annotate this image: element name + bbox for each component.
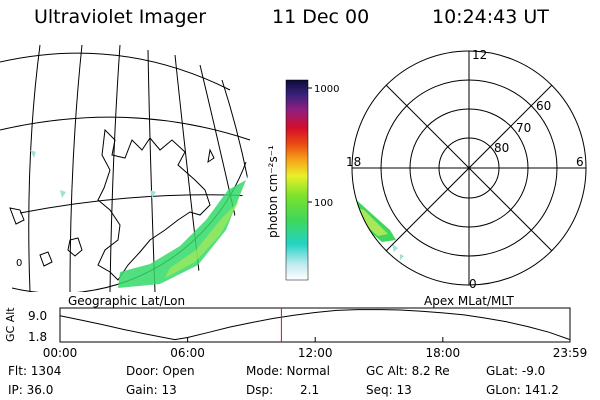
colorbar-gradient — [285, 79, 309, 281]
mode-status: Mode: Normal — [246, 364, 330, 378]
date-label: 11 Dec 00 — [272, 6, 370, 28]
meridian-line — [147, 49, 156, 292]
mlt-label-0: 0 — [469, 277, 477, 291]
altitude-ylabel: GC Alt — [4, 307, 17, 342]
mlt-line — [385, 84, 553, 252]
parallel-line — [19, 194, 252, 214]
altitude-xtick-label: 18:00 — [426, 346, 461, 360]
parallel-line — [0, 52, 231, 91]
colorbar-tick-label: 100 — [314, 198, 333, 209]
gain-value: Gain: 13 — [126, 383, 177, 397]
emission-speckle — [30, 150, 156, 198]
map-edge-label: 0 — [16, 258, 22, 269]
polar-plot: 12 18 6 0 60 70 80 — [346, 48, 587, 291]
mlt-label-12: 12 — [472, 48, 487, 62]
colorbar-tick-label: 1000 — [314, 84, 339, 95]
altitude-xtick-label: 06:00 — [170, 346, 205, 360]
sequence-number: Seq: 13 — [366, 383, 412, 397]
coastline — [39, 251, 53, 267]
meridian-line — [69, 44, 83, 292]
altitude-ytick: 1.8 — [28, 330, 47, 344]
gc-altitude: GC Alt: 8.2 Re — [366, 364, 450, 378]
polar-emission-speckle — [392, 244, 404, 260]
geographic-map: 0 — [0, 44, 252, 292]
mlt-label-6: 6 — [576, 155, 584, 169]
coastline — [207, 148, 215, 164]
door-status: Door: Open — [126, 364, 195, 378]
instrument-title: Ultraviolet Imager — [34, 6, 207, 28]
mlat-label-60: 60 — [536, 99, 551, 113]
meridian-line — [28, 44, 41, 292]
altitude-xtick-label: 23:59 — [553, 346, 588, 360]
mlat-label-70: 70 — [516, 121, 531, 135]
colorbar: 1000 100 photon cm⁻²s⁻¹ — [266, 79, 339, 281]
meridian-line — [109, 44, 121, 292]
polar-caption: Apex MLat/MLT — [424, 294, 514, 308]
dsp-value: 2.1 — [300, 383, 320, 397]
meridian-line — [221, 79, 249, 181]
geographic-caption: Geographic Lat/Lon — [68, 294, 186, 308]
ip-value: IP: 36.0 — [8, 383, 54, 397]
altitude-ytick: 9.0 — [28, 309, 47, 323]
altitude-series-line — [59, 309, 571, 341]
geographic-latitude: GLat: -9.0 — [486, 364, 546, 378]
coastline — [67, 237, 83, 257]
parallel-line — [0, 116, 251, 141]
colorbar-unit-label: photon cm⁻²s⁻¹ — [266, 145, 280, 238]
geographic-longitude: GLon: 141.2 — [486, 383, 559, 397]
coastline — [9, 207, 25, 225]
mlt-label-18: 18 — [346, 155, 361, 169]
altitude-xtick-label: 00:00 — [43, 346, 78, 360]
dsp-label: Dsp: — [246, 383, 274, 397]
mlat-label-80: 80 — [494, 141, 509, 155]
polar-emission-bright — [352, 206, 388, 236]
emission-region-bright — [165, 200, 240, 278]
altitude-plot: GC Alt 9.0 1.8 00:00 06:00 12:00 18:00 23:59 — [4, 307, 588, 360]
coastline — [97, 128, 211, 281]
flight-number: Flt: 1304 — [8, 364, 62, 378]
time-label: 10:24:43 UT — [432, 6, 549, 28]
altitude-xtick-label: 12:00 — [298, 346, 333, 360]
altitude-plot-frame — [59, 307, 571, 343]
emission-region — [118, 180, 246, 288]
